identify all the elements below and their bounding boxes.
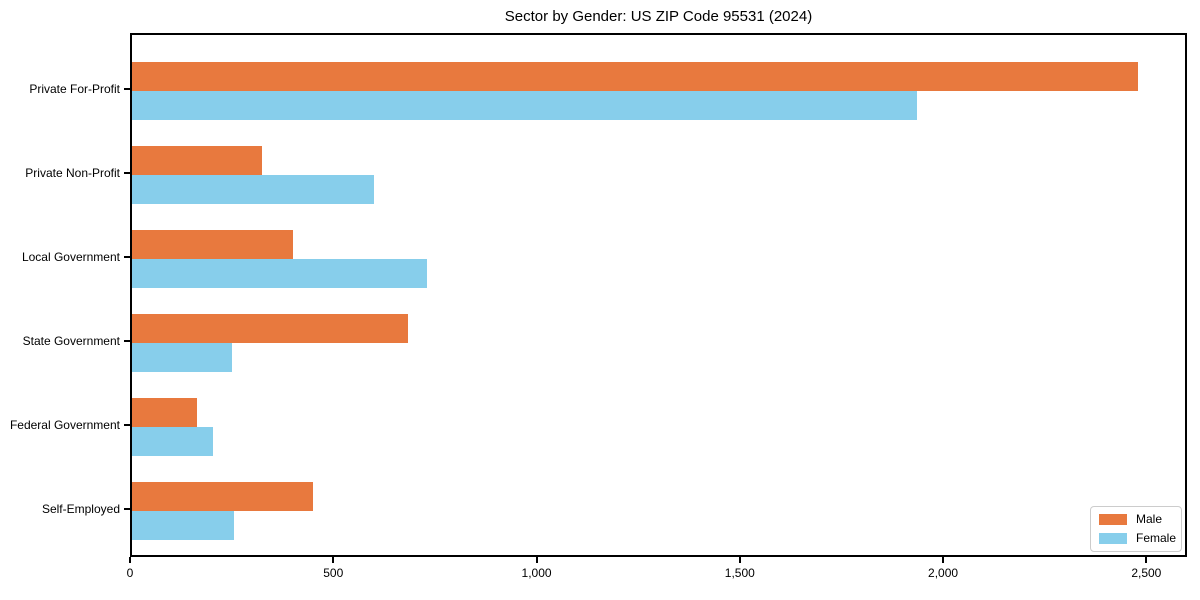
legend-item-female: Female	[1099, 531, 1177, 545]
bar-male-federal-government	[132, 397, 197, 427]
x-tick-label-500: 500	[323, 566, 344, 580]
y-tick-label-private-for-profit: Private For-Profit	[29, 81, 120, 96]
bar-male-state-government	[132, 313, 408, 343]
y-tick-mark-private-for-profit	[124, 87, 130, 90]
bar-female-private-non-profit	[132, 174, 374, 204]
x-tick-mark-1000	[535, 557, 538, 563]
bar-female-private-for-profit	[132, 90, 917, 120]
y-tick-mark-private-non-profit	[124, 171, 130, 174]
legend-item-male: Male	[1099, 513, 1173, 526]
bar-male-private-for-profit	[132, 61, 1138, 91]
x-tick-mark-0	[129, 557, 131, 563]
bar-male-private-non-profit	[132, 145, 262, 175]
x-tick-mark-1500	[738, 557, 741, 563]
male-series-swatch	[1099, 514, 1127, 525]
bar-female-self-employed	[132, 511, 234, 540]
y-tick-label-federal-government: Federal Government	[9, 417, 120, 432]
bar-female-federal-government	[132, 426, 213, 456]
y-tick-mark-state-government	[124, 339, 130, 342]
bar-male-local-government	[132, 229, 293, 259]
x-tick-label-2500: 2,500	[1131, 566, 1162, 580]
bar-female-local-government	[132, 258, 427, 288]
y-tick-label-private-non-profit: Private Non-Profit	[25, 165, 120, 180]
legend-label-male: Male	[1136, 512, 1163, 526]
y-tick-mark-local-government	[124, 255, 130, 258]
x-tick-label-0: 0	[126, 566, 134, 580]
x-tick-mark-500	[332, 557, 335, 563]
y-tick-label-self-employed: Self-Employed	[41, 502, 120, 516]
legend-label-female: Female	[1136, 531, 1177, 545]
bar-female-state-government	[132, 342, 232, 372]
y-tick-mark-federal-government	[124, 423, 130, 426]
x-tick-mark-2500	[1145, 557, 1148, 563]
y-tick-mark-self-employed	[124, 508, 130, 510]
legend: Male Female	[1090, 506, 1182, 552]
y-tick-label-state-government: State Government	[22, 333, 120, 348]
x-tick-label-1000: 1,000	[521, 566, 552, 580]
bar-male-self-employed	[132, 482, 313, 511]
x-tick-label-1500: 1,500	[724, 566, 755, 580]
plot-area	[130, 33, 1187, 557]
x-tick-label-2000: 2,000	[928, 566, 959, 580]
chart-title: Sector by Gender: US ZIP Code 95531 (202…	[504, 8, 813, 25]
x-tick-mark-2000	[942, 557, 945, 563]
y-tick-label-local-government: Local Government	[21, 249, 120, 264]
female-series-swatch	[1099, 533, 1127, 544]
